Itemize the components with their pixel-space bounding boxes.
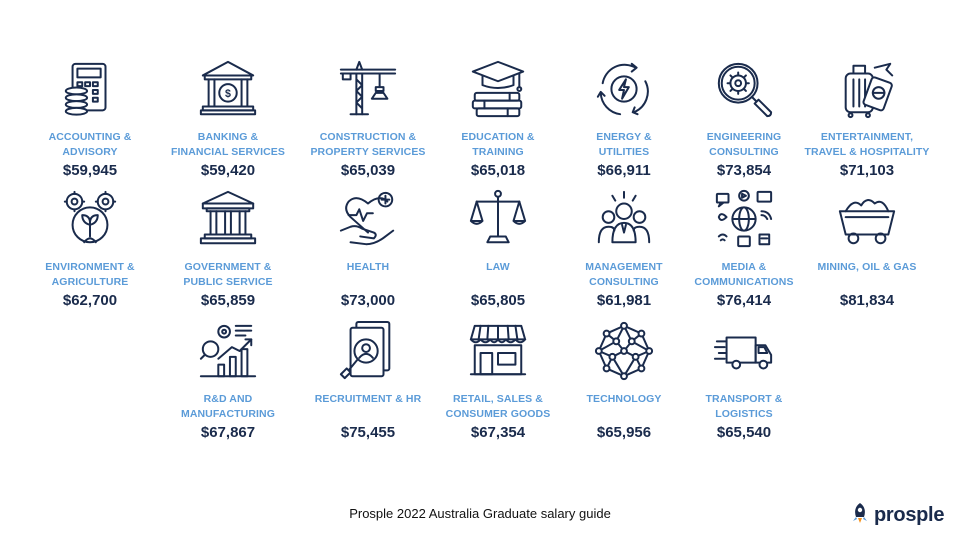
prosple-logo: prosple bbox=[850, 502, 944, 529]
mine-cart-icon bbox=[836, 188, 898, 250]
sector-entertainment: Entertainment, Travel & Hospitality $71,… bbox=[804, 58, 929, 179]
sector-name: Accounting & Advisory bbox=[48, 131, 132, 158]
sector-name: Recruitment & HR bbox=[314, 393, 422, 405]
sector-salary: $61,981 bbox=[596, 292, 652, 309]
sector-salary: $66,911 bbox=[597, 162, 651, 179]
media-globe-icon bbox=[713, 188, 775, 250]
sector-salary: $73,854 bbox=[716, 162, 772, 179]
sector-environment: Environment & Agriculture $62,700 bbox=[30, 188, 150, 309]
svg-text:$: $ bbox=[225, 88, 231, 100]
research-growth-icon bbox=[197, 320, 259, 382]
sector-transport: Transport & Logistics $65,540 bbox=[684, 320, 804, 441]
sector-recruitment: Recruitment & HR $75,455 bbox=[308, 320, 428, 441]
candidate-search-icon bbox=[337, 320, 399, 382]
sector-law: Law $65,805 bbox=[438, 188, 558, 309]
sector-salary: $76,414 bbox=[716, 292, 772, 309]
sector-health: Health $73,000 bbox=[308, 188, 428, 309]
rocket-icon bbox=[850, 502, 870, 529]
sector-name: R&D and Manufacturing bbox=[180, 393, 276, 420]
sector-technology: Technology $65,956 bbox=[564, 320, 684, 441]
calculator-coins-icon bbox=[59, 58, 121, 120]
sector-name: Environment & Agriculture bbox=[45, 261, 135, 288]
sector-salary: $81,834 bbox=[839, 292, 895, 309]
sector-name: Mining, Oil & Gas bbox=[817, 261, 917, 273]
sector-name: Education & Training bbox=[461, 131, 535, 158]
heart-hand-icon bbox=[337, 188, 399, 250]
sector-name: Law bbox=[486, 261, 510, 273]
delivery-truck-icon bbox=[713, 320, 775, 382]
luggage-passport-icon bbox=[836, 58, 898, 120]
government-building-icon bbox=[197, 188, 259, 250]
footer-caption: Prosple 2022 Australia Graduate salary g… bbox=[349, 506, 611, 521]
sector-energy: Energy & Utilities $66,911 bbox=[564, 58, 684, 179]
gear-magnifier-icon bbox=[713, 58, 775, 120]
network-sphere-icon bbox=[593, 320, 655, 382]
sector-name: Construction & Property Services bbox=[310, 131, 426, 158]
sector-salary: $65,018 bbox=[470, 162, 526, 179]
sector-salary: $59,420 bbox=[200, 162, 256, 179]
sector-salary: $67,354 bbox=[470, 424, 526, 441]
sector-name: Energy & Utilities bbox=[596, 131, 652, 158]
sector-name: Health bbox=[346, 261, 390, 273]
sector-name: Banking & Financial Services bbox=[170, 131, 285, 158]
gears-leaf-icon bbox=[59, 188, 121, 250]
sector-salary: $65,039 bbox=[340, 162, 396, 179]
sector-government: Government & Public Service $65,859 bbox=[168, 188, 288, 309]
sector-name: Government & Public Service bbox=[183, 261, 273, 288]
bank-icon: $ bbox=[197, 58, 259, 120]
sector-engineering: Engineering Consulting $73,854 bbox=[684, 58, 804, 179]
sector-name: Entertainment, Travel & Hospitality bbox=[804, 131, 930, 158]
energy-cycle-icon bbox=[593, 58, 655, 120]
sector-salary: $65,956 bbox=[596, 424, 652, 441]
storefront-icon bbox=[467, 320, 529, 382]
sector-salary: $65,540 bbox=[716, 424, 772, 441]
sector-management: Management Consulting $61,981 bbox=[564, 188, 684, 309]
graduation-cap-books-icon bbox=[467, 58, 529, 120]
sector-salary: $73,000 bbox=[340, 292, 396, 309]
sector-name: Media & Communications bbox=[694, 261, 794, 288]
scales-icon bbox=[467, 188, 529, 250]
sector-salary: $65,805 bbox=[470, 292, 526, 309]
sector-salary: $65,859 bbox=[200, 292, 256, 309]
sector-name: Retail, Sales & Consumer Goods bbox=[445, 393, 551, 420]
sector-accounting: Accounting & Advisory $59,945 bbox=[30, 58, 150, 179]
sector-rnd: R&D and Manufacturing $67,867 bbox=[168, 320, 288, 441]
sector-media: Media & Communications $76,414 bbox=[684, 188, 804, 309]
sector-name: Technology bbox=[586, 393, 662, 405]
sector-construction: Construction & Property Services $65,039 bbox=[308, 58, 428, 179]
sector-retail: Retail, Sales & Consumer Goods $67,354 bbox=[438, 320, 558, 441]
sector-salary: $71,103 bbox=[839, 162, 895, 179]
sector-salary: $75,455 bbox=[340, 424, 396, 441]
sector-mining: Mining, Oil & Gas $81,834 bbox=[807, 188, 927, 309]
sector-name: Transport & Logistics bbox=[705, 393, 783, 420]
crane-icon bbox=[337, 58, 399, 120]
sector-education: Education & Training $65,018 bbox=[438, 58, 558, 179]
sector-name: Engineering Consulting bbox=[706, 131, 782, 158]
sector-salary: $59,945 bbox=[62, 162, 118, 179]
brand-name: prosple bbox=[874, 504, 945, 526]
sector-salary: $67,867 bbox=[200, 424, 256, 441]
sector-name: Management Consulting bbox=[585, 261, 663, 288]
sector-salary: $62,700 bbox=[62, 292, 118, 309]
sector-banking: $ Banking & Financial Services $59,420 bbox=[168, 58, 288, 179]
team-icon bbox=[593, 188, 655, 250]
